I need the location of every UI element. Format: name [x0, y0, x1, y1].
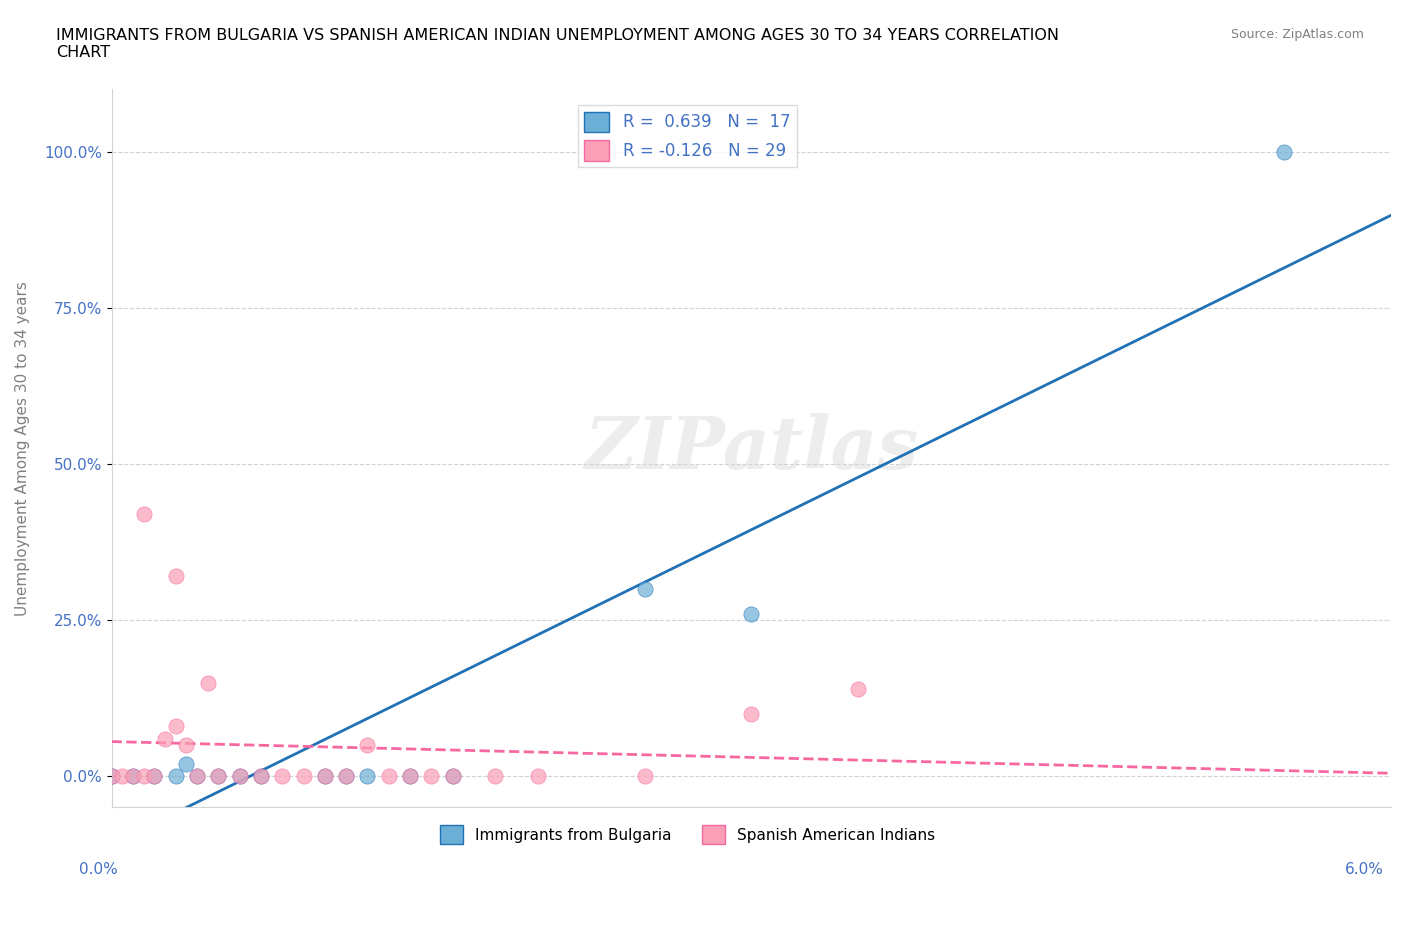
- Point: [250, 769, 273, 784]
- Point: [441, 769, 464, 784]
- Text: IMMIGRANTS FROM BULGARIA VS SPANISH AMERICAN INDIAN UNEMPLOYMENT AMONG AGES 30 T: IMMIGRANTS FROM BULGARIA VS SPANISH AMER…: [56, 28, 1059, 60]
- Point: [228, 769, 250, 784]
- Point: [335, 769, 357, 784]
- Point: [174, 737, 197, 752]
- Point: [165, 769, 187, 784]
- Point: [1274, 144, 1296, 159]
- Point: [122, 769, 145, 784]
- Point: [100, 769, 122, 784]
- Point: [174, 756, 197, 771]
- Legend: Immigrants from Bulgaria, Spanish American Indians: Immigrants from Bulgaria, Spanish Americ…: [433, 819, 941, 850]
- Point: [100, 769, 122, 784]
- Text: 0.0%: 0.0%: [79, 862, 118, 877]
- Text: 6.0%: 6.0%: [1344, 862, 1384, 877]
- Point: [634, 581, 657, 596]
- Point: [420, 769, 443, 784]
- Point: [143, 769, 166, 784]
- Point: [441, 769, 464, 784]
- Point: [165, 719, 187, 734]
- Point: [250, 769, 273, 784]
- Point: [228, 769, 250, 784]
- Point: [314, 769, 336, 784]
- Point: [527, 769, 550, 784]
- Point: [197, 675, 219, 690]
- Text: Source: ZipAtlas.com: Source: ZipAtlas.com: [1230, 28, 1364, 41]
- Point: [356, 737, 378, 752]
- Point: [740, 706, 762, 721]
- Point: [740, 606, 762, 621]
- Point: [143, 769, 166, 784]
- Point: [186, 769, 208, 784]
- Point: [153, 731, 176, 746]
- Text: ZIPatlas: ZIPatlas: [585, 413, 918, 484]
- Point: [207, 769, 229, 784]
- Point: [132, 769, 155, 784]
- Point: [484, 769, 506, 784]
- Point: [271, 769, 294, 784]
- Point: [846, 682, 869, 697]
- Point: [399, 769, 422, 784]
- Point: [399, 769, 422, 784]
- Point: [634, 769, 657, 784]
- Point: [186, 769, 208, 784]
- Point: [207, 769, 229, 784]
- Point: [314, 769, 336, 784]
- Point: [335, 769, 357, 784]
- Point: [165, 569, 187, 584]
- Y-axis label: Unemployment Among Ages 30 to 34 years: Unemployment Among Ages 30 to 34 years: [15, 281, 30, 616]
- Point: [378, 769, 401, 784]
- Point: [292, 769, 315, 784]
- Point: [111, 769, 134, 784]
- Point: [122, 769, 145, 784]
- Point: [132, 507, 155, 522]
- Point: [356, 769, 378, 784]
